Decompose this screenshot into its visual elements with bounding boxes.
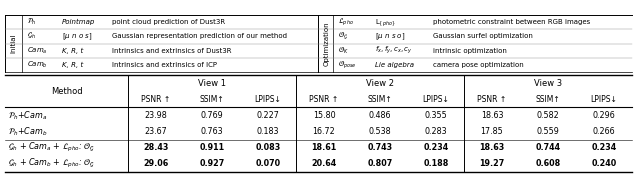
Text: $\mathcal{G}_h$ + $\mathit{Cam}_b$ + $\mathcal{L}_{pho}$: $\mathcal{O}_\mathcal{: $\mathcal{G}_h$ + $\mathit{Cam}_b$ + $\m… (8, 157, 95, 170)
Text: $\mathcal{G}_h$ + $\mathit{Cam}_a$ + $\mathcal{L}_{pho}$: $\mathcal{O}_\mathcal{: $\mathcal{G}_h$ + $\mathit{Cam}_a$ + $\m… (8, 141, 95, 154)
Text: 0.266: 0.266 (593, 127, 615, 136)
Text: 0.743: 0.743 (367, 143, 392, 152)
Text: $\mathcal{O}_\mathcal{G}$: $\mathcal{O}_\mathcal{G}$ (338, 31, 348, 42)
Text: 23.98: 23.98 (145, 111, 168, 120)
Text: $\mathcal{P}_h$+$\mathit{Cam}_a$: $\mathcal{P}_h$+$\mathit{Cam}_a$ (8, 109, 47, 122)
Text: 0.234: 0.234 (424, 143, 449, 152)
Text: 0.911: 0.911 (200, 143, 225, 152)
Text: $[\mu$ n o s$]$: $[\mu$ n o s$]$ (62, 31, 92, 42)
Text: 0.227: 0.227 (257, 111, 280, 120)
Text: Lie algebra: Lie algebra (375, 62, 414, 68)
Text: SSIM↑: SSIM↑ (367, 95, 392, 104)
Text: Pointmap: Pointmap (62, 19, 95, 25)
Text: point cloud prediction of Dust3R: point cloud prediction of Dust3R (112, 19, 225, 25)
Text: LPIPS↓: LPIPS↓ (255, 95, 282, 104)
Text: LPIPS↓: LPIPS↓ (591, 95, 618, 104)
Text: 0.763: 0.763 (201, 127, 223, 136)
Text: 0.744: 0.744 (536, 143, 561, 152)
Text: $\mathcal{O}_K$: $\mathcal{O}_K$ (338, 46, 349, 56)
Text: Intrinsics and extrinsics of ICP: Intrinsics and extrinsics of ICP (112, 62, 217, 68)
Text: LPIPS↓: LPIPS↓ (422, 95, 449, 104)
Text: PSNR ↑: PSNR ↑ (141, 95, 171, 104)
Text: $\mathcal{O}_{pose}$: $\mathcal{O}_{pose}$ (338, 59, 356, 71)
Text: PSNR ↑: PSNR ↑ (309, 95, 339, 104)
Text: Initial: Initial (10, 34, 16, 53)
Text: 0.183: 0.183 (257, 127, 279, 136)
Text: Gaussian surfel optimization: Gaussian surfel optimization (433, 33, 533, 39)
Text: photometric constraint between RGB images: photometric constraint between RGB image… (433, 19, 590, 25)
Text: SSIM↑: SSIM↑ (200, 95, 225, 104)
Text: 0.807: 0.807 (367, 159, 392, 168)
Text: 29.06: 29.06 (143, 159, 168, 168)
Text: $\mathit{Cam}_a$: $\mathit{Cam}_a$ (27, 46, 47, 56)
Text: 0.486: 0.486 (369, 111, 391, 120)
Text: 15.80: 15.80 (313, 111, 335, 120)
Text: 0.070: 0.070 (255, 159, 280, 168)
Text: K, R, t: K, R, t (62, 48, 83, 54)
Text: $\mathit{Cam}_b$: $\mathit{Cam}_b$ (27, 60, 48, 70)
Text: $\mathcal{P}_h$+$\mathit{Cam}_b$: $\mathcal{P}_h$+$\mathit{Cam}_b$ (8, 125, 47, 138)
Text: 20.64: 20.64 (312, 159, 337, 168)
Text: Method: Method (51, 87, 83, 96)
Text: $[\mu$ n s o$]$: $[\mu$ n s o$]$ (375, 31, 405, 42)
Text: 0.083: 0.083 (255, 143, 280, 152)
Text: intrinsic optimization: intrinsic optimization (433, 48, 507, 54)
Text: 0.582: 0.582 (536, 111, 559, 120)
Text: PSNR ↑: PSNR ↑ (477, 95, 507, 104)
Text: $f_x, f_y, c_x, c_y$: $f_x, f_y, c_x, c_y$ (375, 45, 413, 56)
Text: 0.188: 0.188 (423, 159, 449, 168)
Text: K, R, t: K, R, t (62, 62, 83, 68)
Text: 0.538: 0.538 (369, 127, 391, 136)
Text: 0.234: 0.234 (591, 143, 616, 152)
Text: View 2: View 2 (366, 79, 394, 88)
Text: Gaussian representation prediction of our method: Gaussian representation prediction of ou… (112, 33, 287, 39)
Text: $\text{L}_{\{pho\}}$: $\text{L}_{\{pho\}}$ (375, 17, 396, 28)
Text: 0.559: 0.559 (536, 127, 559, 136)
Text: 0.927: 0.927 (200, 159, 225, 168)
Text: View 3: View 3 (534, 79, 562, 88)
Text: 19.27: 19.27 (479, 159, 504, 168)
Text: View 1: View 1 (198, 79, 226, 88)
Text: 0.283: 0.283 (425, 127, 447, 136)
Text: SSIM↑: SSIM↑ (536, 95, 561, 104)
Text: 18.61: 18.61 (312, 143, 337, 152)
Text: 0.355: 0.355 (424, 111, 447, 120)
Text: Optimization: Optimization (324, 21, 330, 66)
Text: 28.43: 28.43 (143, 143, 169, 152)
Text: 18.63: 18.63 (479, 143, 504, 152)
Text: 16.72: 16.72 (312, 127, 335, 136)
Text: 0.769: 0.769 (200, 111, 223, 120)
Text: 0.608: 0.608 (536, 159, 561, 168)
Text: $\mathcal{L}_{pho}$: $\mathcal{L}_{pho}$ (338, 16, 354, 28)
Text: 23.67: 23.67 (145, 127, 168, 136)
Text: 0.240: 0.240 (591, 159, 616, 168)
Text: 17.85: 17.85 (481, 127, 504, 136)
Text: $\mathcal{P}_h$: $\mathcal{P}_h$ (27, 17, 36, 27)
Text: camera pose optimization: camera pose optimization (433, 62, 524, 68)
Text: 18.63: 18.63 (481, 111, 503, 120)
Text: Intrinsics and extrinsics of Dust3R: Intrinsics and extrinsics of Dust3R (112, 48, 232, 54)
Text: 0.296: 0.296 (593, 111, 616, 120)
Text: $\mathcal{G}_h$: $\mathcal{G}_h$ (27, 31, 36, 41)
